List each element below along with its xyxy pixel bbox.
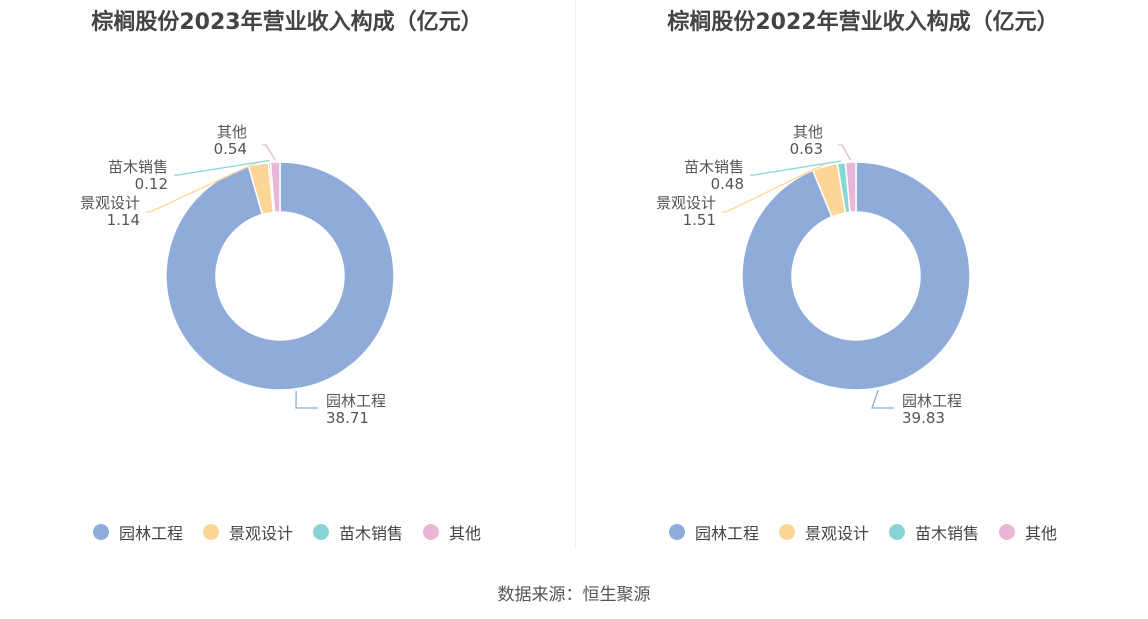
- slice-name-label: 苗木销售: [108, 158, 168, 176]
- chart-title: 棕榈股份2023年营业收入构成（亿元）: [91, 10, 483, 35]
- chart-title: 棕榈股份2022年营业收入构成（亿元）: [667, 10, 1059, 35]
- leader-line: [174, 159, 270, 176]
- legend-item-landscape-design[interactable]: 景观设计: [778, 520, 869, 544]
- slice-value-label: 39.83: [902, 409, 945, 427]
- slice-value-label: 0.12: [135, 175, 168, 193]
- slice-other[interactable]: [844, 161, 857, 214]
- chart-legend: 园林工程 景观设计 苗木销售 其他: [0, 520, 574, 544]
- chart-panel-2022: 棕榈股份2022年营业收入构成（亿元） 园林工程 39.83 景观设计 1.51 苗木销…: [576, 0, 1148, 560]
- leader-line: [295, 390, 318, 409]
- legend-label: 苗木销售: [339, 524, 404, 543]
- chart-panel-2023: 棕榈股份2023年营业收入构成（亿元） 园林工程 38.71 景观设计 1.14 苗木销…: [0, 0, 574, 560]
- slice-name-label: 园林工程: [902, 392, 962, 410]
- slice-name-label: 苗木销售: [684, 158, 744, 176]
- legend-label: 其他: [1025, 524, 1058, 543]
- legend-swatch: [423, 524, 440, 540]
- slice-value-label: 0.48: [711, 175, 744, 193]
- legend-swatch: [202, 524, 219, 540]
- legend-swatch: [778, 524, 795, 540]
- legend-item-landscape-design[interactable]: 景观设计: [202, 520, 293, 544]
- legend-swatch: [92, 524, 109, 540]
- chart-legend: 园林工程 景观设计 苗木销售 其他: [576, 520, 1148, 544]
- legend-label: 景观设计: [228, 524, 293, 543]
- slice-landscape-engineering[interactable]: [741, 161, 971, 391]
- slice-name-label: 园林工程: [326, 392, 386, 410]
- slice-value-label: 0.63: [790, 140, 823, 158]
- legend-swatch: [999, 524, 1016, 540]
- slice-other[interactable]: [269, 161, 281, 214]
- legend-item-seedling-sales[interactable]: 苗木销售: [313, 520, 403, 544]
- leader-line: [146, 161, 259, 213]
- legend-item-landscape-engineering[interactable]: 园林工程: [668, 520, 759, 544]
- legend-swatch: [313, 524, 329, 540]
- legend-label: 其他: [449, 524, 482, 543]
- panel-divider: [575, 0, 576, 548]
- slice-name-label: 景观设计: [656, 194, 716, 212]
- slice-name-label: 其他: [793, 123, 823, 141]
- leader-line: [262, 144, 276, 161]
- slice-value-label: 38.71: [326, 409, 369, 427]
- legend-item-seedling-sales[interactable]: 苗木销售: [889, 520, 979, 544]
- leader-line: [722, 163, 825, 213]
- legend-item-other[interactable]: 其他: [423, 520, 481, 544]
- slice-name-label: 景观设计: [80, 194, 140, 212]
- leader-line: [838, 144, 852, 161]
- legend-item-other[interactable]: 其他: [999, 520, 1057, 544]
- data-source-note: 数据来源：恒生聚源: [497, 585, 651, 605]
- slice-value-label: 1.14: [107, 211, 140, 229]
- leader-line: [750, 160, 842, 176]
- slice-value-label: 0.54: [214, 140, 247, 158]
- legend-label: 园林工程: [694, 524, 759, 543]
- legend-label: 园林工程: [118, 524, 183, 543]
- legend-swatch: [889, 524, 905, 540]
- slice-name-label: 其他: [217, 123, 247, 141]
- slice-landscape-engineering[interactable]: [165, 161, 395, 391]
- leader-line: [871, 389, 894, 409]
- legend-label: 苗木销售: [915, 524, 980, 543]
- legend-swatch: [668, 524, 685, 540]
- legend-label: 景观设计: [804, 524, 869, 543]
- slice-value-label: 1.51: [683, 211, 716, 229]
- legend-item-landscape-engineering[interactable]: 园林工程: [92, 520, 183, 544]
